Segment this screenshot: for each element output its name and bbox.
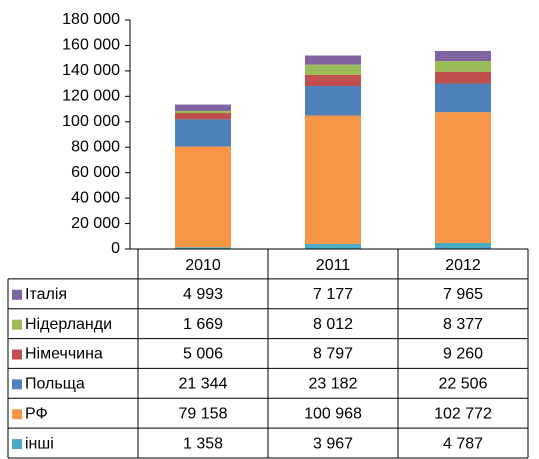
bar-segment [435,71,491,84]
y-tick-label: 100 000 [62,113,120,130]
x-tick-label: 2011 [316,257,351,274]
bar-segment [305,74,361,87]
bar-segment [175,110,231,114]
legend-label: Німеччина [25,346,103,363]
y-tick-label: 180 000 [62,11,120,28]
table-value: 102 772 [434,405,492,422]
table-value: 79 158 [179,405,228,422]
bar-segment [175,247,231,249]
legend-label: РФ [25,405,48,422]
table-value: 7 177 [313,286,353,303]
table-value: 1 358 [183,435,223,452]
table-value: 8 012 [313,316,353,333]
bar-segment [175,113,231,120]
bar-segment [435,50,491,62]
legend-swatch [12,439,22,450]
legend-label: Польща [25,376,85,393]
legend-swatch [12,349,22,360]
table-value: 3 967 [313,435,353,452]
table-value: 4 993 [183,286,223,303]
bar-segment [305,64,361,75]
bar-segment [175,146,231,248]
legend-label: Італія [25,286,67,303]
legend-swatch [12,319,22,330]
bar-segment [305,115,361,244]
x-tick-label: 2012 [445,257,481,274]
legend-swatch [12,289,22,300]
y-tick-label: 60 000 [71,164,120,181]
table-value: 22 506 [439,376,488,393]
bar-segment [435,61,491,72]
legend-label: Нідерланди [25,316,112,333]
y-tick-label: 120 000 [62,88,120,105]
x-tick-label: 2010 [185,257,221,274]
bar-segment [435,83,491,113]
bar-segment [305,55,361,65]
y-tick-label: 140 000 [62,62,120,79]
legend-label: інші [25,435,54,452]
table-value: 9 260 [443,346,483,363]
table-value: 7 965 [443,286,483,303]
bar-segment [435,112,491,243]
table-value: 21 344 [179,376,228,393]
legend-swatch [12,409,22,420]
y-tick-label: 0 [111,240,120,257]
table-value: 8 377 [443,316,483,333]
y-tick-label: 80 000 [71,138,120,155]
table-value: 8 797 [313,346,353,363]
table-value: 100 968 [304,405,362,422]
y-tick-label: 20 000 [71,215,120,232]
bar-segment [305,86,361,116]
y-tick-label: 160 000 [62,37,120,54]
table-value: 4 787 [443,435,483,452]
bar-segment [435,242,491,249]
bar-segment [175,119,231,147]
bar-segment [175,104,231,111]
legend-swatch [12,379,22,390]
bar-segment [305,243,361,249]
table-value: 23 182 [309,376,358,393]
y-tick-label: 40 000 [71,189,120,206]
table-value: 5 006 [183,346,223,363]
table-value: 1 669 [183,316,223,333]
